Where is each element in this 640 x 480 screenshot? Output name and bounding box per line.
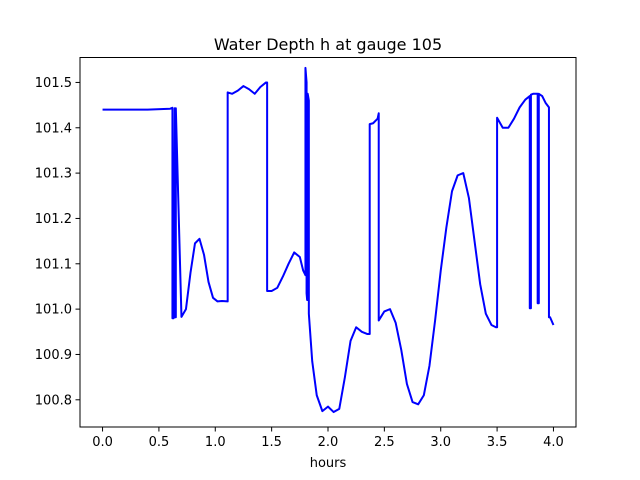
x-tick-label: 2.0 bbox=[318, 435, 339, 450]
x-tick-label: 0.5 bbox=[149, 435, 170, 450]
y-tick-label: 101.0 bbox=[35, 303, 72, 318]
x-tick-label: 0.0 bbox=[92, 435, 113, 450]
x-tick-label: 3.5 bbox=[487, 435, 508, 450]
y-axis-ticks: 100.8 100.9 101.0 101.1 101.2 101.3 101.4 101.5 bbox=[35, 76, 80, 408]
x-tick-label: 1.0 bbox=[205, 435, 226, 450]
plot-area bbox=[102, 66, 555, 414]
x-tick-label: 2.5 bbox=[374, 435, 395, 450]
x-tick-label: 3.0 bbox=[430, 435, 451, 450]
y-tick-label: 101.5 bbox=[35, 76, 72, 91]
x-tick-label: 1.5 bbox=[261, 435, 282, 450]
y-tick-label: 101.2 bbox=[35, 212, 72, 227]
y-tick-label: 100.8 bbox=[35, 393, 72, 408]
y-tick-label: 101.3 bbox=[35, 167, 72, 182]
chart-title: Water Depth h at gauge 105 bbox=[214, 35, 442, 54]
x-axis-label: hours bbox=[310, 456, 347, 471]
y-tick-label: 100.9 bbox=[35, 348, 72, 363]
y-tick-label: 101.1 bbox=[35, 257, 72, 272]
y-tick-label: 101.4 bbox=[35, 121, 72, 136]
x-axis-ticks: 0.0 0.5 1.0 1.5 2.0 2.5 3.0 3.5 4.0 bbox=[92, 427, 564, 450]
x-tick-label: 4.0 bbox=[543, 435, 564, 450]
series-line bbox=[102, 66, 555, 414]
